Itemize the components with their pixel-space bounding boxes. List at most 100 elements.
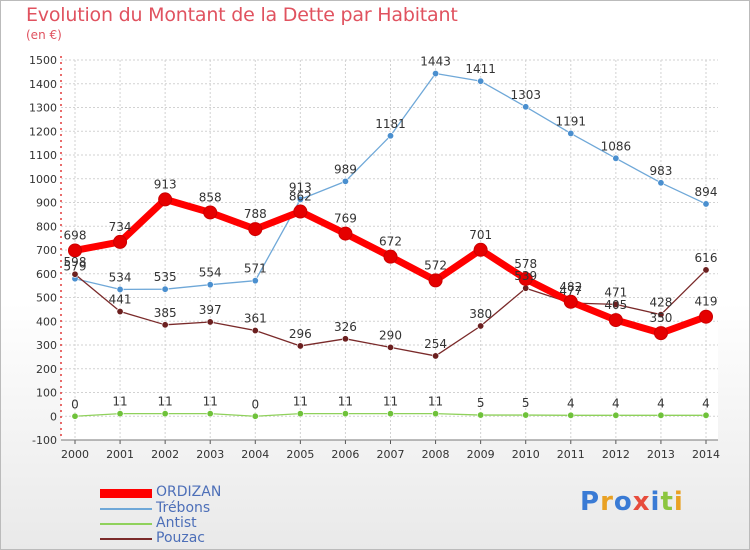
data-point [432, 352, 440, 360]
legend-swatch [100, 488, 152, 498]
data-label: 1443 [420, 55, 451, 69]
data-point [116, 285, 124, 293]
data-point [702, 200, 710, 208]
data-label: 11 [428, 395, 443, 409]
y-tick-label: 1200 [29, 125, 57, 138]
data-label: 5 [477, 396, 485, 410]
data-label: 326 [334, 320, 357, 334]
data-point [477, 77, 485, 85]
proxiti-logo: Proxiti [580, 487, 684, 517]
data-label: 405 [604, 298, 627, 312]
data-label: 441 [109, 293, 132, 307]
x-tick-label: 2007 [377, 448, 405, 461]
data-point [293, 204, 308, 219]
data-point [341, 335, 349, 343]
logo-letter: x [632, 487, 651, 517]
legend-swatch [100, 508, 152, 510]
legend-swatch [100, 523, 152, 525]
data-point [702, 266, 710, 274]
legend-label: Antist [156, 515, 197, 531]
x-tick-label: 2003 [196, 448, 224, 461]
y-tick-label: 900 [36, 197, 57, 210]
y-tick-label: 0 [50, 410, 57, 423]
data-label: 572 [424, 258, 447, 272]
data-point [386, 132, 394, 140]
data-label: 1181 [375, 117, 406, 131]
data-label: 4 [612, 396, 620, 410]
x-tick-label: 2014 [692, 448, 720, 461]
y-tick-label: 500 [36, 292, 57, 305]
data-point [477, 322, 485, 330]
data-point [251, 412, 259, 420]
data-label: 701 [469, 228, 492, 242]
y-tick-label: 1500 [29, 54, 57, 67]
data-point [522, 103, 530, 111]
data-point [206, 410, 214, 418]
data-point [567, 411, 575, 419]
logo-letter: t [660, 487, 674, 517]
data-point [113, 234, 128, 249]
y-tick-label: 300 [36, 339, 57, 352]
x-tick-label: 2000 [61, 448, 89, 461]
legend-swatch [100, 538, 152, 540]
data-label: 397 [199, 303, 222, 317]
data-label: 471 [604, 285, 627, 299]
data-point [653, 326, 668, 341]
data-label: 894 [695, 185, 718, 199]
data-label: 989 [334, 162, 357, 176]
data-label: 11 [158, 395, 173, 409]
y-tick-label: 1400 [29, 78, 57, 91]
y-tick-label: 700 [36, 244, 57, 257]
data-labels: 0 11 11 11 0 11 11 11 11 5 5 4 4 4 4 [71, 395, 710, 412]
data-label: 4 [567, 396, 575, 410]
x-tick-label: 2008 [422, 448, 450, 461]
data-point [341, 410, 349, 418]
data-label: 5 [522, 396, 530, 410]
x-tick-label: 2001 [106, 448, 134, 461]
series-antist [71, 410, 710, 420]
data-point [206, 318, 214, 326]
y-tick-label: 800 [36, 220, 57, 233]
data-point [161, 285, 169, 293]
y-tick-label: 1300 [29, 102, 57, 115]
data-point [473, 242, 488, 257]
x-tick-label: 2009 [467, 448, 495, 461]
data-point [248, 222, 263, 237]
data-labels: 579 534 535 554 571 913 989 1181 1443 1411 1303 119… [64, 55, 718, 285]
data-point [338, 226, 353, 241]
data-point [158, 192, 173, 207]
data-point [116, 308, 124, 316]
data-label: 350 [649, 311, 672, 325]
data-point [608, 313, 623, 328]
series-ordizan [68, 192, 713, 341]
data-label: 11 [338, 395, 353, 409]
data-point [428, 273, 443, 288]
data-label: 11 [112, 395, 127, 409]
data-label: 862 [289, 190, 312, 204]
legend-label: ORDIZAN [156, 484, 222, 500]
data-point [699, 309, 713, 324]
y-tick-label: 1100 [29, 149, 57, 162]
data-label: 4 [657, 396, 665, 410]
data-label: 0 [251, 397, 259, 411]
data-point [612, 411, 620, 419]
logo-letter: P [580, 487, 601, 517]
data-label: 419 [695, 295, 718, 309]
data-label: 788 [244, 207, 267, 221]
data-label: 11 [383, 395, 398, 409]
data-point [386, 410, 394, 418]
data-label: 598 [64, 255, 87, 269]
data-label: 296 [289, 327, 312, 341]
data-point [296, 342, 304, 350]
data-label: 578 [514, 257, 537, 271]
data-point [161, 321, 169, 329]
x-tick-label: 2002 [151, 448, 179, 461]
data-label: 616 [695, 251, 718, 265]
data-point [296, 195, 304, 203]
data-label: 482 [559, 280, 582, 294]
x-tick-label: 2012 [602, 448, 630, 461]
data-label: 734 [109, 220, 132, 234]
data-label: 571 [244, 262, 267, 276]
logo-letter: r [600, 487, 614, 517]
